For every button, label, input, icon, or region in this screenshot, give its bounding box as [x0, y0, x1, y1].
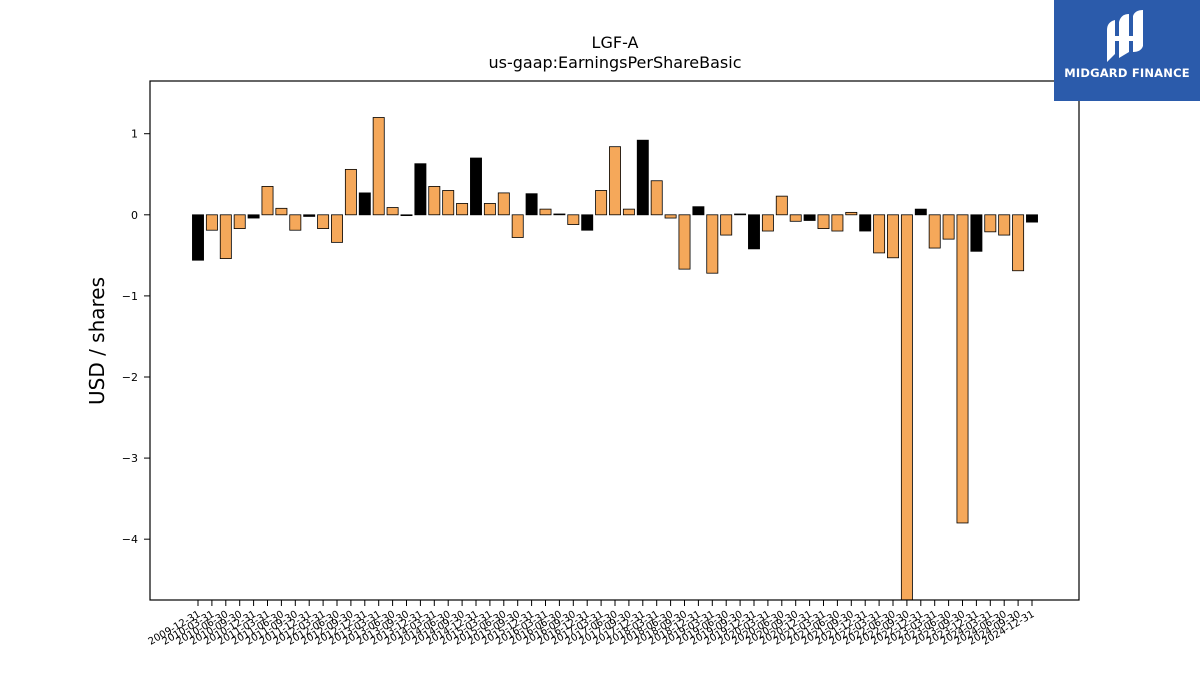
bar-2017-03-31 [595, 190, 608, 216]
y-tick-label: −2 [122, 371, 138, 384]
bar-2012-06-30 [331, 214, 343, 243]
bar-2022-06-30 [887, 214, 899, 259]
midgard-logo-icon [1107, 10, 1143, 62]
bar-2010-03-31 [205, 214, 218, 231]
chart-title: LGF-A [592, 33, 639, 52]
bar-2017-12-31 [636, 139, 649, 216]
bar-2014-09-30 [456, 203, 469, 216]
bar-2013-12-31 [414, 163, 427, 216]
y-tick-label: −4 [122, 533, 138, 546]
bar-2019-03-31 [706, 214, 719, 274]
bar-2019-12-31 [748, 214, 760, 250]
bar-2018-06-30 [664, 214, 677, 219]
bar-2023-09-30 [956, 214, 969, 524]
bar-2019-06-30 [720, 214, 733, 236]
bar-2018-12-31 [692, 206, 705, 216]
bar-2014-03-31 [428, 186, 441, 216]
bar-2023-06-30 [942, 214, 955, 240]
x-axis: 2009-12-312010-03-312010-06-302010-09-30… [147, 600, 1037, 648]
bar-2018-03-31 [650, 180, 663, 216]
bar-2021-09-30 [845, 211, 858, 216]
bars [192, 117, 1038, 601]
bar-2017-09-30 [622, 208, 635, 216]
y-tick-label: −3 [122, 452, 138, 465]
bar-2018-09-30 [678, 214, 691, 270]
bar-2021-12-31 [859, 214, 872, 232]
bar-2024-06-30 [998, 214, 1011, 236]
bar-2011-12-31 [303, 214, 316, 217]
bar-2024-03-31 [984, 214, 997, 233]
bar-2011-06-30 [275, 207, 288, 216]
bar-2010-06-30 [219, 214, 232, 259]
bar-2014-06-30 [442, 190, 455, 216]
bar-2015-12-31 [525, 193, 538, 216]
plot-frame [149, 80, 1080, 601]
midgard-finance-logo: MIDGARD FINANCE [1054, 0, 1200, 101]
bar-2013-03-31 [372, 117, 385, 216]
bar-2016-09-30 [567, 214, 580, 225]
bar-2009-12-31 [192, 214, 204, 261]
bar-2024-12-31 [1026, 214, 1038, 223]
bar-2021-03-31 [817, 214, 830, 229]
bar-2021-06-30 [831, 214, 844, 232]
bar-2012-03-31 [317, 214, 330, 229]
bar-2024-09-30 [1012, 214, 1025, 272]
bar-2017-06-30 [609, 146, 621, 216]
bar-2015-06-30 [497, 192, 510, 216]
bar-2016-03-31 [539, 208, 552, 216]
bar-2020-09-30 [789, 214, 802, 222]
bar-2015-03-31 [483, 203, 496, 216]
bar-2011-03-31 [261, 186, 274, 216]
bar-2010-09-30 [233, 214, 246, 229]
bar-2011-09-30 [289, 214, 302, 231]
bar-2022-12-31 [914, 208, 927, 216]
y-axis: 1 0 −1 −2 −3 −4 [122, 128, 150, 546]
bar-2013-06-30 [386, 207, 399, 216]
bar-2020-03-31 [761, 214, 774, 232]
bar-2012-09-30 [344, 168, 357, 216]
bar-2019-09-30 [734, 213, 747, 216]
bar-2016-06-30 [553, 213, 566, 216]
bar-2022-09-30 [900, 214, 913, 601]
bar-2013-09-30 [400, 214, 413, 217]
bar-2015-09-30 [511, 214, 524, 238]
y-tick-label: 0 [131, 209, 138, 222]
bar-2020-06-30 [775, 195, 788, 216]
bar-2023-03-31 [928, 214, 941, 249]
chart-subtitle: us-gaap:EarningsPerShareBasic [488, 53, 741, 72]
bar-2016-12-31 [581, 214, 594, 231]
y-tick-label: −1 [122, 290, 138, 303]
bar-2010-12-31 [247, 214, 260, 219]
y-axis-label: USD / shares [85, 277, 109, 405]
logo-text: MIDGARD FINANCE [1064, 66, 1190, 80]
bar-2023-12-31 [970, 214, 983, 252]
bar-2022-03-31 [873, 214, 886, 254]
y-tick-label: 1 [131, 128, 138, 141]
bar-2020-12-31 [803, 214, 816, 221]
bar-2012-12-31 [358, 192, 371, 216]
bar-2014-12-31 [470, 157, 482, 216]
